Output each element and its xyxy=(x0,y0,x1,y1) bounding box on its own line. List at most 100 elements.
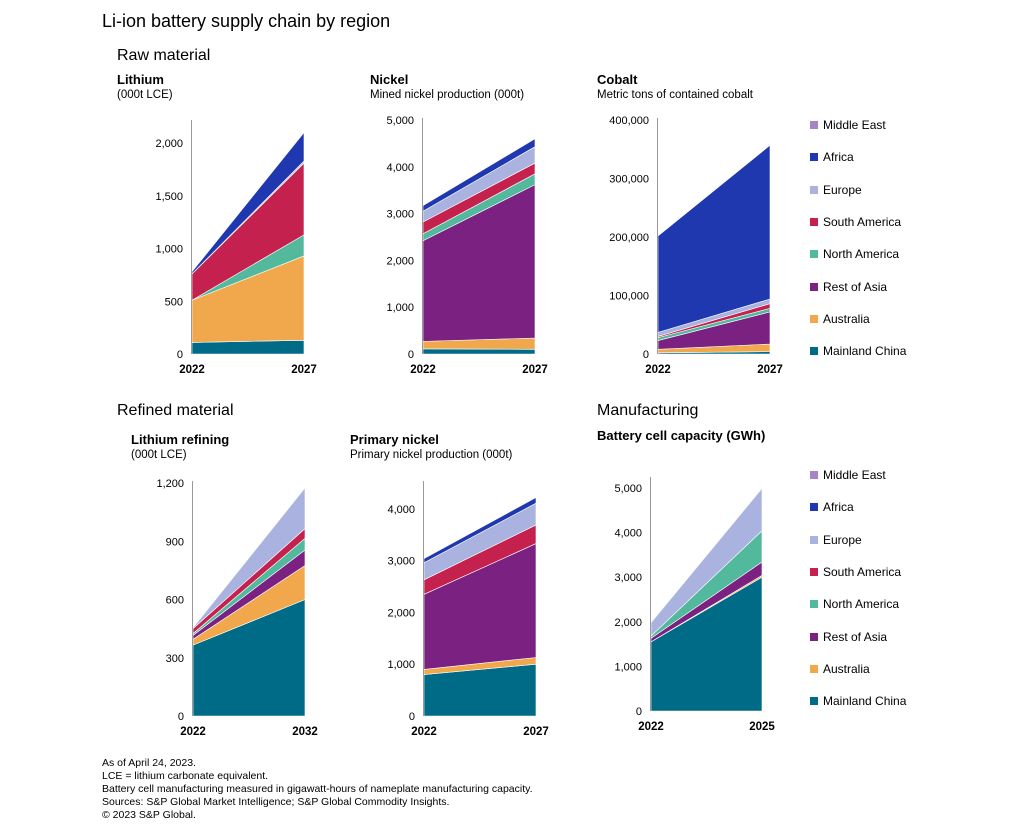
y-tick-label: 2,000 xyxy=(155,138,183,150)
y-tick-label: 3,000 xyxy=(614,572,642,584)
legend-label: Africa xyxy=(823,150,854,165)
legend-label: Europe xyxy=(823,532,862,547)
chart-title-battery-cell: Battery cell capacity (GWh) xyxy=(597,428,766,443)
legend-swatch xyxy=(810,347,818,356)
y-tick-label: 4,000 xyxy=(387,504,415,516)
x-tick-label: 2027 xyxy=(522,364,548,376)
legend-item-africa: Africa xyxy=(810,150,854,164)
footnote-copyright: © 2023 S&P Global. xyxy=(102,809,196,821)
y-tick-label: 1,500 xyxy=(155,191,183,203)
x-tick-label: 2022 xyxy=(645,364,671,376)
y-tick-label: 300 xyxy=(166,653,184,665)
chart-title-cobalt: Cobalt xyxy=(597,72,638,87)
y-tick-label: 0 xyxy=(177,349,183,361)
y-tick-label: 1,000 xyxy=(387,659,415,671)
battery-cell-chart: 0 1,000 2,000 3,000 4,000 5,000 2022 2025 xyxy=(614,477,775,733)
chart-title-lithium: Lithium xyxy=(117,72,164,87)
x-tick-label: 2025 xyxy=(749,721,775,733)
y-tick-label: 400,000 xyxy=(609,115,649,127)
legend-swatch xyxy=(810,503,818,512)
legend-label: Middle East xyxy=(823,118,886,132)
legend-item-north-america: North America xyxy=(810,247,899,261)
legend-label: North America xyxy=(823,597,900,612)
x-tick-label: 2022 xyxy=(411,726,437,738)
legend-swatch xyxy=(810,153,818,162)
legend-item-europe: Europe xyxy=(810,533,862,547)
x-tick-label: 2027 xyxy=(523,726,549,738)
legend-item-south-america: South America xyxy=(810,215,901,229)
y-tick-label: 300,000 xyxy=(609,174,649,186)
legend-label: Europe xyxy=(823,182,862,197)
y-tick-label: 4,000 xyxy=(386,162,414,174)
page-title: Li-ion battery supply chain by region xyxy=(102,11,391,31)
x-tick-label: 2032 xyxy=(292,726,318,738)
chart-subtitle-cobalt: Metric tons of contained cobalt xyxy=(597,89,753,101)
lithium-chart: 0 500 1,000 1,500 2,000 2022 2027 xyxy=(155,120,317,376)
primary-nickel-chart: 0 1,000 2,000 3,000 4,000 2022 2027 xyxy=(387,481,549,738)
y-tick-label: 1,200 xyxy=(156,478,184,490)
y-tick-label: 500 xyxy=(165,296,183,308)
chart-title-primary-nickel: Primary nickel xyxy=(350,432,439,447)
x-tick-label: 2022 xyxy=(180,726,206,738)
y-tick-label: 0 xyxy=(178,711,184,723)
chart-title-lithium-refining: Lithium refining xyxy=(131,432,230,447)
legend-label: Middle East xyxy=(823,468,886,482)
chart-subtitle-primary-nickel: Primary nickel production (000t) xyxy=(350,449,513,461)
legend-swatch xyxy=(810,282,818,291)
x-tick-label: 2022 xyxy=(410,364,436,376)
section-title-raw: Raw material xyxy=(117,47,211,64)
legend-swatch xyxy=(810,185,818,194)
legend-label: Africa xyxy=(823,500,854,515)
y-tick-label: 1,000 xyxy=(155,244,183,256)
legend-item-mainland-china: Mainland China xyxy=(810,344,906,358)
legend-label: South America xyxy=(823,564,902,579)
legend-item-australia: Australia xyxy=(810,312,870,326)
area-mainland-china xyxy=(422,348,536,355)
legend-label: South America xyxy=(823,214,902,229)
section-title-manufacturing: Manufacturing xyxy=(597,402,699,419)
y-tick-label: 2,000 xyxy=(386,255,414,267)
legend-swatch xyxy=(810,697,818,706)
y-tick-label: 900 xyxy=(166,536,184,548)
legend-item-north-america: North America xyxy=(810,597,899,611)
y-tick-label: 100,000 xyxy=(609,291,649,303)
chart-title-nickel: Nickel xyxy=(370,72,409,87)
nickel-chart: 0 1,000 2,000 3,000 4,000 5,000 2022 2027 xyxy=(386,115,548,376)
legend-item-australia: Australia xyxy=(810,662,870,676)
legend-item-middle-east: Middle East xyxy=(810,118,886,132)
legend-swatch xyxy=(810,250,818,259)
area-middle-east xyxy=(657,143,771,237)
legend-item-rest-of-asia: Rest of Asia xyxy=(810,630,887,644)
y-tick-label: 0 xyxy=(636,706,642,718)
legend-swatch xyxy=(810,314,818,323)
legend-item-mainland-china: Mainland China xyxy=(810,694,906,708)
legend-swatch xyxy=(810,535,818,544)
cobalt-chart: 0 100,000 200,000 300,000 400,000 2022 2027 xyxy=(609,115,783,376)
footnote-date: As of April 24, 2023. xyxy=(102,757,196,769)
y-tick-label: 200,000 xyxy=(609,232,649,244)
legend-item-middle-east: Middle East xyxy=(810,468,886,482)
x-tick-label: 2022 xyxy=(638,721,664,733)
y-tick-label: 3,000 xyxy=(387,556,415,568)
y-tick-label: 0 xyxy=(408,349,414,361)
area-africa xyxy=(657,144,771,333)
y-tick-label: 3,000 xyxy=(386,209,414,221)
legend-item-europe: Europe xyxy=(810,183,862,197)
y-tick-label: 1,000 xyxy=(614,661,642,673)
legend-swatch xyxy=(810,632,818,641)
y-tick-label: 4,000 xyxy=(614,528,642,540)
y-tick-label: 600 xyxy=(166,595,184,607)
y-tick-label: 2,000 xyxy=(614,617,642,629)
y-tick-label: 0 xyxy=(643,349,649,361)
legend-label: Rest of Asia xyxy=(823,629,888,644)
footnote-battery: Battery cell manufacturing measured in g… xyxy=(102,783,533,795)
legend-item-africa: Africa xyxy=(810,500,854,514)
legend-swatch xyxy=(810,664,818,673)
section-title-refined: Refined material xyxy=(117,402,234,419)
legend-swatch xyxy=(810,471,818,479)
legend-label: Mainland China xyxy=(823,694,907,709)
x-tick-label: 2022 xyxy=(179,364,205,376)
legend-label: Australia xyxy=(823,311,870,326)
footnote-sources: Sources: S&P Global Market Intelligence;… xyxy=(102,796,450,808)
y-tick-label: 2,000 xyxy=(387,607,415,619)
